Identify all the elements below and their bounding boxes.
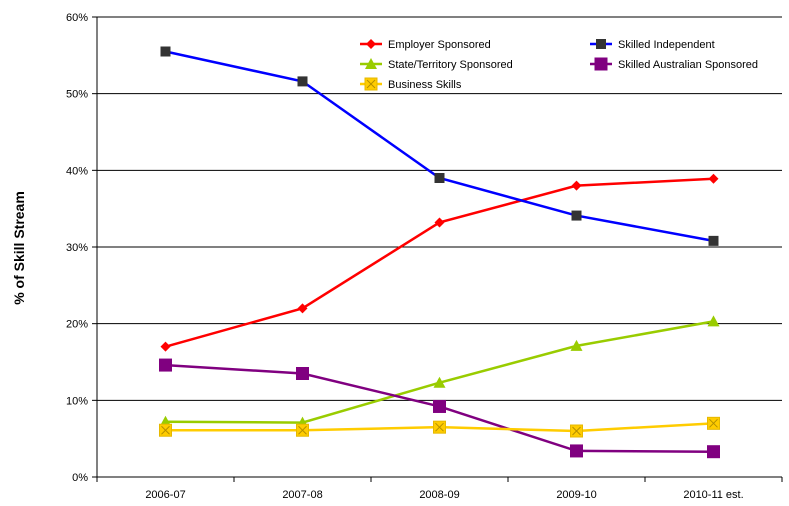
y-tick-label: 40% [66, 165, 88, 177]
series-line [165, 177, 714, 348]
x-axis-ticks: 2006-07 2007-08 2008-09 2009-10 2010-11 est. [96, 477, 783, 501]
data-point [433, 420, 446, 434]
data-point [160, 46, 171, 57]
series-group [159, 46, 720, 459]
data-point [708, 235, 719, 246]
legend-marker [365, 58, 377, 69]
legend-entry: State/Territory Sponsored [360, 58, 513, 71]
data-point [297, 303, 308, 314]
data-point [570, 424, 583, 438]
x-tick-label: 2008-09 [419, 489, 459, 501]
legend-marker [364, 77, 378, 91]
y-tick-label: 10% [66, 395, 88, 407]
series-business-skills [159, 416, 720, 438]
legend-label: Skilled Independent [618, 39, 715, 51]
data-point [570, 339, 583, 351]
x-tick-label: 2009-10 [556, 489, 596, 501]
grid-lines [97, 16, 782, 401]
legend-marker [366, 39, 376, 49]
data-point [159, 423, 172, 437]
data-point [571, 180, 582, 191]
y-tick-label: 30% [66, 242, 88, 254]
axes [96, 17, 782, 478]
data-point [707, 445, 720, 459]
data-point [296, 423, 309, 437]
data-point [707, 416, 720, 430]
y-tick-label: 50% [66, 89, 88, 101]
data-point [297, 76, 308, 87]
series-skilled-independent [160, 46, 719, 246]
series-skilled-australian-sponsored [159, 358, 720, 459]
data-point [434, 173, 445, 183]
data-point [160, 341, 171, 352]
legend-label: Employer Sponsored [388, 39, 491, 51]
data-point [433, 399, 446, 413]
data-point [296, 367, 309, 380]
legend-marker [594, 57, 608, 71]
y-tick-label: 60% [66, 12, 88, 24]
data-point [707, 315, 720, 327]
legend: Employer Sponsored Skilled Independent Sta… [360, 39, 758, 91]
data-point [434, 217, 445, 228]
y-axis-ticks: 0% 10% 20% 30% 40% 50% 60% [66, 12, 97, 484]
legend-entry: Employer Sponsored [360, 39, 491, 51]
legend-entry: Business Skills [360, 77, 462, 91]
legend-label: State/Territory Sponsored [388, 59, 513, 71]
data-point [433, 376, 446, 388]
legend-label: Skilled Australian Sponsored [618, 59, 758, 71]
y-axis-label: % of Skill Stream [11, 191, 27, 305]
legend-entry: Skilled Independent [590, 39, 715, 51]
data-point [159, 358, 172, 372]
y-tick-label: 0% [72, 472, 88, 484]
x-tick-label: 2006-07 [145, 489, 185, 501]
data-point [570, 444, 583, 458]
data-point [708, 173, 719, 184]
legend-label: Business Skills [388, 79, 462, 91]
x-tick-label: 2010-11 est. [683, 489, 743, 501]
legend-marker [596, 39, 606, 49]
legend-entry: Skilled Australian Sponsored [590, 57, 758, 71]
data-point [571, 210, 582, 221]
x-tick-label: 2007-08 [282, 489, 322, 501]
y-tick-label: 20% [66, 319, 88, 331]
series-employer-sponsored [160, 173, 719, 352]
